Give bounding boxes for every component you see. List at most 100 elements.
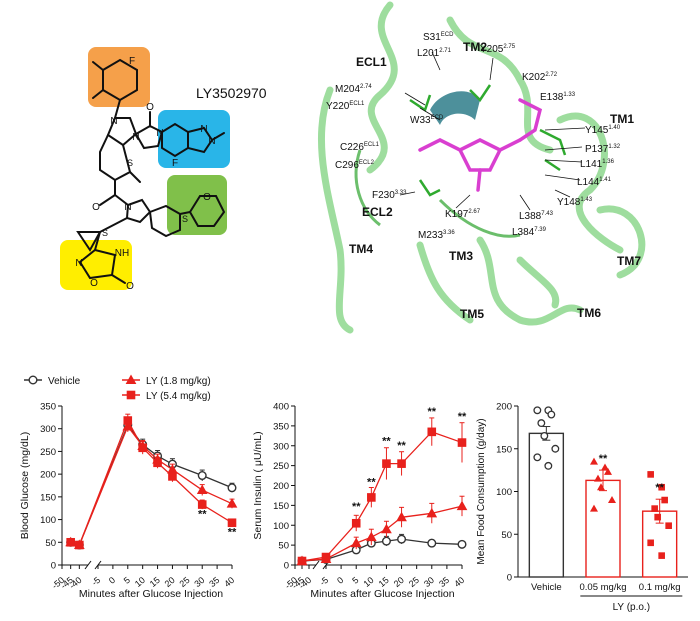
atom-S1: S [127,158,133,168]
residue-L141: L1411.36 [580,159,615,170]
label-TM2: TM2 [463,40,487,54]
significance-marker: ** [382,436,391,448]
x-tick-label: 20 [163,575,177,589]
data-point [297,556,307,566]
legend-marker-0 [28,375,38,385]
data-point [533,453,542,462]
series-line-1 [301,505,463,562]
significance-marker: ** [228,526,237,538]
cyclopropane [76,231,102,252]
data-point [456,500,468,511]
data-point [547,410,556,419]
category-label: Vehicle [531,582,562,593]
teal-helix [430,91,480,125]
legend-marker-1 [125,374,137,384]
significance-marker: ** [599,453,608,465]
y-tick-label: 100 [40,515,56,526]
x-tick-label: -5 [318,575,331,588]
y-tick-label: 150 [273,501,289,512]
indole-benzene [148,204,181,238]
data-point [457,438,467,447]
x-tick-label: 15 [148,575,162,589]
data-point [544,461,553,470]
y-tick-label: 50 [45,538,56,549]
legend-label-1: LY (1.8 mg/kg) [146,376,211,387]
series-line-1 [70,425,233,546]
y-axis-label: Serum Insulin ( μU/mL) [252,431,264,539]
data-point [608,496,616,504]
y-tick-label: 100 [496,487,512,498]
label-ECL1: ECL1 [356,55,387,69]
legend-label-2: LY (5.4 mg/kg) [146,391,211,402]
atom-O5: O [126,281,134,292]
data-point [654,513,661,521]
data-point [153,458,162,468]
data-point [604,467,612,475]
residue-W33: W33ECD [410,115,444,126]
data-point [381,536,391,546]
atom-O3: O [203,192,211,203]
x-tick-label: 40 [222,575,236,589]
data-point [651,505,658,512]
data-point [661,496,668,504]
data-point [396,511,407,522]
y-axis-label: Blood Glucose (mg/dL) [19,432,31,539]
significance-marker: ** [352,501,361,513]
data-point [381,523,392,534]
x-axis-label: Minutes after Glucose Injection [79,588,223,600]
y-tick-label: 50 [278,541,289,552]
x-tick-label: 0 [335,575,345,586]
x-tick-label: 0 [107,575,117,586]
label-TM6: TM6 [577,306,601,320]
y-tick-label: 150 [496,444,512,455]
residue-P137: P1371.32 [585,144,621,155]
atom-N6: N [124,202,131,213]
data-point [647,471,654,478]
residue-C226: C226ECL1 [340,142,380,153]
y-tick-label: 250 [40,447,56,458]
data-point [367,493,376,502]
residue-K197: K1972.67 [445,209,481,220]
pyrazole-ring [106,117,138,147]
y-tick-label: 250 [273,461,289,472]
atom-O4: O [90,278,98,289]
x-tick-label: 10 [133,575,147,589]
atom-N1: N [110,116,117,127]
data-point [226,498,238,508]
y-tick-label: 100 [273,521,289,532]
significance-marker: ** [427,406,436,418]
data-point [75,540,84,550]
residue-L201: L2012.71 [417,48,452,59]
data-point [382,459,391,468]
atom-O2: O [92,202,100,213]
data-point [123,416,133,425]
significance-marker: ** [397,440,406,452]
residue-Y148: Y1481.43 [557,197,593,208]
orange-highlight [88,47,150,107]
data-point [594,474,602,482]
data-point [227,518,237,528]
axis-break-mark [312,560,320,570]
residue-L388: L3887.43 [519,211,554,222]
molecule-title: LY3502970 [196,85,267,101]
y-tick-label: 200 [40,470,56,481]
data-point [597,483,605,491]
atom-S3: S [102,228,108,238]
label-TM5: TM5 [460,307,484,321]
yellow-highlight [60,240,132,290]
y-tick-label: 400 [273,402,289,413]
legend-marker-2 [126,390,136,400]
protein-structure-panel: ECL1 ECL2 TM1 TM2 TM3 TM4 TM5 TM6 TM7 S3… [317,1,646,334]
y-tick-label: 0 [284,561,289,572]
x-tick-label: 5 [122,575,132,586]
significance-marker: ** [458,411,467,423]
atom-F2: F [172,158,178,169]
significance-marker: ** [655,482,664,494]
y-tick-label: 0 [51,561,56,572]
oxadiazolone-ring [78,248,117,280]
atom-N4: N [200,124,207,135]
x-tick-label: 25 [178,575,192,589]
